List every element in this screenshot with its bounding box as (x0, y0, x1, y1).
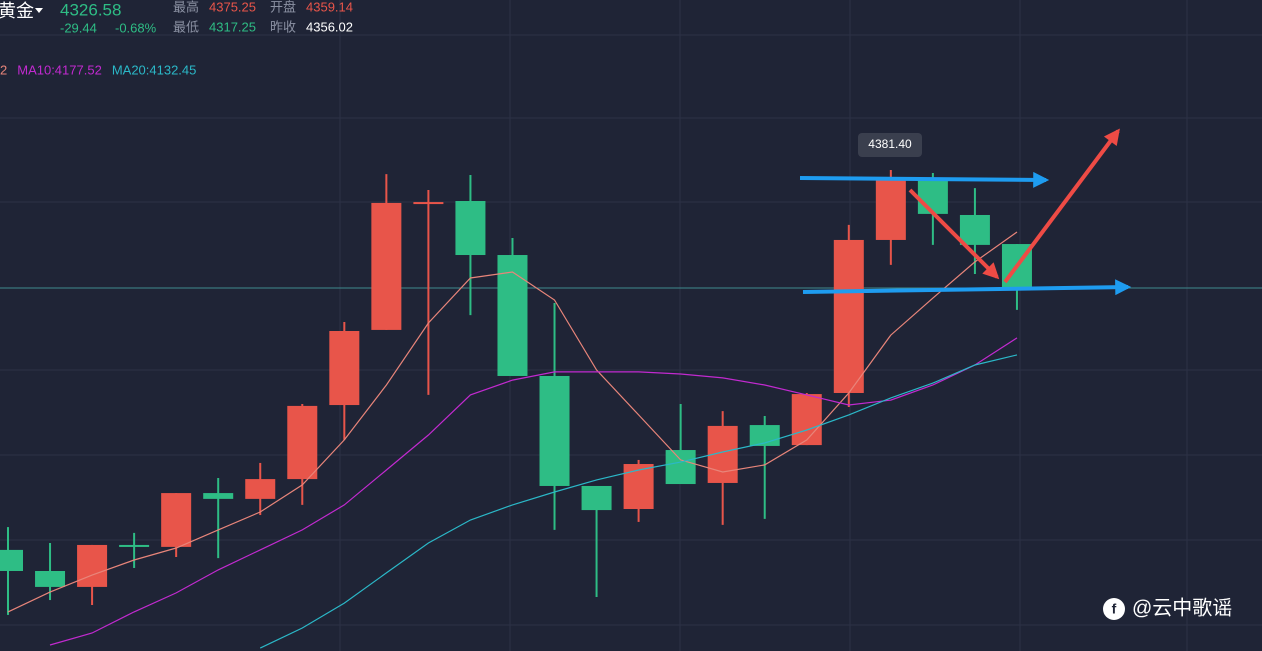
stat-value: 4317.25 (209, 19, 256, 34)
stat-value: 4359.14 (306, 0, 353, 14)
stat-label: 开盘 (270, 0, 296, 14)
watermark-logo (1103, 598, 1125, 620)
legend-entry: 2 (0, 62, 7, 77)
watermark: f @云中歌谣 (1103, 596, 1232, 620)
stat-value: 4356.02 (306, 19, 353, 34)
hand-arrows (799, 128, 1132, 296)
arrow (799, 171, 1050, 188)
dropdown-icon[interactable] (35, 8, 43, 13)
arrow (1003, 128, 1120, 284)
stat-label: 昨收 (270, 19, 296, 34)
candle-body (623, 464, 654, 510)
stat-label: 最高 (173, 0, 199, 14)
ma-line (49, 337, 1018, 646)
stat-label: 最低 (173, 19, 199, 34)
candle-body (119, 544, 150, 547)
annotation-box (858, 133, 922, 157)
arrow (908, 188, 1000, 280)
candle-body (161, 493, 192, 547)
candle-body (875, 179, 906, 240)
candle-body (287, 405, 318, 480)
watermark-text: @云中歌谣 (1132, 596, 1232, 619)
stat-value: 4375.25 (209, 0, 256, 14)
annotation: 4381.40 (868, 137, 912, 151)
candle-body (791, 394, 822, 446)
candle-body (245, 479, 276, 499)
change: -29.44 (60, 20, 97, 35)
candle-body (581, 485, 612, 511)
candle-body (539, 375, 570, 486)
arrow (802, 279, 1132, 296)
candle-body (77, 544, 108, 587)
watermark-logo-glyph: f (1112, 601, 1117, 617)
change-pct: -0.68% (115, 20, 157, 35)
candle-body (371, 202, 402, 330)
legend: 2 MA10:4177.52 MA20:4132.45 (0, 62, 196, 77)
candle-body (35, 570, 66, 587)
title: 黄金 (0, 1, 34, 21)
candle-body (959, 214, 990, 245)
candle-body (665, 450, 696, 485)
candle-body (0, 549, 23, 571)
candle-body (455, 200, 486, 256)
price: 4326.58 (60, 0, 121, 19)
candle-body (203, 493, 234, 499)
ma-line (259, 354, 1018, 649)
legend-entry: MA10:4177.52 (17, 62, 102, 77)
candle-body (497, 255, 528, 376)
candle-body (413, 202, 444, 205)
legend-entry: MA20:4132.45 (112, 62, 197, 77)
candle-body (917, 179, 948, 214)
ma-line (7, 231, 1018, 613)
candle-body (329, 330, 360, 406)
candle-body (833, 239, 864, 393)
